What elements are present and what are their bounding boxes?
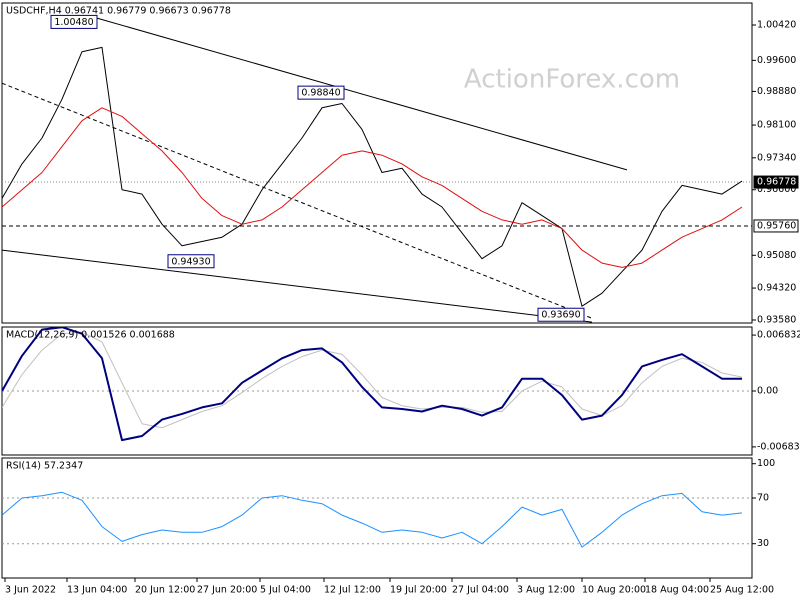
x-tick-label: 25 Aug 12:00 bbox=[710, 585, 774, 596]
y-tick-label: 0.99600 bbox=[757, 55, 796, 66]
x-tick-label: 19 Jul 20:00 bbox=[390, 585, 447, 596]
series-line bbox=[2, 331, 743, 429]
series-line bbox=[2, 327, 742, 442]
series-line bbox=[2, 46, 743, 307]
trendline bbox=[2, 82, 593, 319]
series-line bbox=[2, 491, 743, 548]
panel-title: MACD(12,26,9) 0.001526 0.001688 bbox=[6, 330, 175, 341]
plot-area: ActionForex.com bbox=[2, 17, 752, 323]
price-label-box bbox=[753, 175, 799, 189]
y-tick-label: 0.98880 bbox=[757, 86, 796, 97]
x-tick-label: 5 Jul 04:00 bbox=[260, 585, 311, 596]
annotation-label: 0.98840 bbox=[301, 88, 340, 99]
trendline bbox=[96, 17, 628, 171]
annotation-box bbox=[537, 307, 585, 322]
panel-frame bbox=[1, 2, 753, 324]
y-tick-label: 0.00 bbox=[757, 386, 778, 397]
y-tick-label: 1.00420 bbox=[757, 19, 796, 30]
y-tick-label: 0.97340 bbox=[757, 152, 796, 163]
y-tick-label: 0.98100 bbox=[757, 120, 796, 131]
y-tick-label: 0.96600 bbox=[757, 184, 796, 195]
panel-title: RSI(14) 57.2347 bbox=[6, 461, 83, 472]
annotation-box bbox=[50, 14, 98, 29]
x-tick-label: 27 Jul 04:00 bbox=[452, 585, 509, 596]
annotation-box bbox=[297, 85, 345, 100]
panel-title: USDCHF,H4 0.96741 0.96779 0.96673 0.9677… bbox=[6, 6, 231, 17]
price-label: 0.95760 bbox=[757, 220, 796, 231]
x-tick-label: 3 Jun 2022 bbox=[5, 585, 56, 596]
annotation-label: 1.00480 bbox=[54, 17, 93, 28]
panel-frame bbox=[1, 457, 753, 579]
annotation-label: 0.93690 bbox=[541, 310, 580, 321]
x-tick-label: 13 Jun 04:00 bbox=[67, 585, 127, 596]
price-label-box bbox=[753, 219, 799, 233]
y-tick-label: 100 bbox=[757, 458, 775, 469]
series-line bbox=[2, 107, 743, 268]
y-tick-label: 0.94320 bbox=[757, 283, 796, 294]
watermark: ActionForex.com bbox=[464, 65, 680, 95]
y-tick-label: 0.95080 bbox=[757, 250, 796, 261]
annotation-label: 0.94930 bbox=[171, 256, 210, 267]
y-tick-label: 0.006832 bbox=[757, 330, 800, 341]
x-tick-label: 20 Jun 12:00 bbox=[135, 585, 195, 596]
x-tick-label: 18 Aug 04:00 bbox=[645, 585, 709, 596]
x-tick-label: 27 Jun 20:00 bbox=[197, 585, 257, 596]
x-tick-label: 3 Aug 12:00 bbox=[517, 585, 575, 596]
y-tick-label: -0.00683 bbox=[757, 441, 800, 452]
x-tick-label: 10 Aug 20:00 bbox=[582, 585, 646, 596]
x-tick-label: 12 Jul 12:00 bbox=[324, 585, 381, 596]
plot-area bbox=[2, 491, 752, 548]
annotation-box bbox=[167, 254, 215, 269]
plot-area bbox=[2, 327, 752, 442]
trendline bbox=[2, 249, 593, 323]
y-tick-label: 30 bbox=[757, 538, 769, 549]
y-tick-label: 70 bbox=[757, 493, 769, 504]
price-label: 0.96778 bbox=[757, 177, 796, 188]
y-tick-label: 0.93580 bbox=[757, 314, 796, 325]
